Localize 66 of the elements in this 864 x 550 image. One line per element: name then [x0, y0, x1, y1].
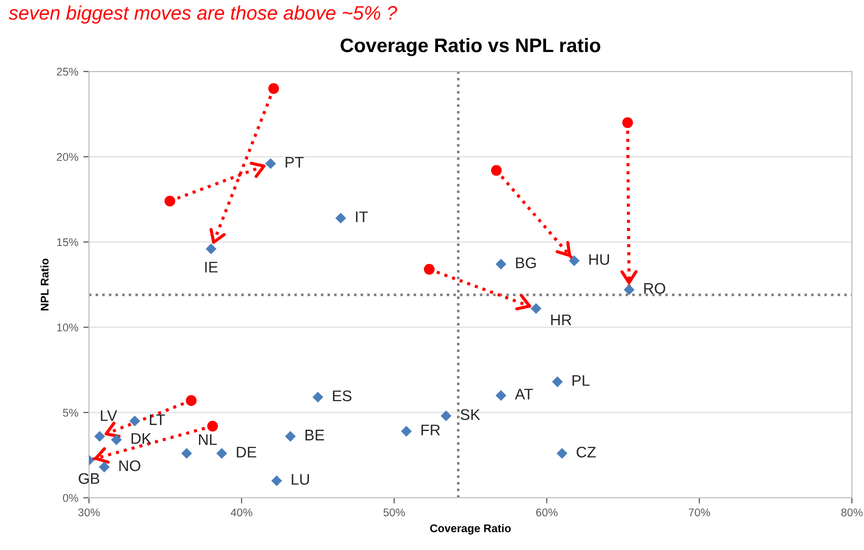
y-tick-label: 25% [56, 68, 78, 76]
annotation: HR [551, 314, 572, 326]
point [568, 255, 580, 266]
annotation: DK [132, 433, 152, 444]
x-tick-label: 40% [230, 508, 252, 516]
y-tick-label: 0% [62, 494, 78, 502]
y-tick-label: 15% [57, 238, 78, 246]
x-tick-label: 70% [688, 508, 710, 516]
annotation: CZ [576, 446, 596, 458]
annotation: NL [199, 434, 217, 445]
point [206, 243, 216, 254]
x-axis-title: Coverage Ratio [430, 524, 511, 534]
annotation: HU [589, 254, 609, 265]
annotation: PT [286, 157, 304, 168]
point [268, 83, 279, 94]
annotation: LU [292, 474, 309, 485]
point [496, 258, 506, 270]
point [186, 395, 197, 406]
x-tick-label: 30% [78, 508, 100, 516]
annotation: NO [119, 460, 140, 472]
annotation: ES [333, 390, 352, 402]
point [207, 420, 218, 432]
point [424, 264, 435, 275]
point [181, 448, 192, 459]
point [312, 392, 324, 403]
chart-title: Coverage Ratio vs NPL ratio [340, 38, 600, 56]
annotation: SK [460, 409, 480, 420]
annotation: DE [236, 446, 256, 458]
annotation: LV [100, 410, 118, 421]
annotation: LT [150, 414, 166, 425]
point [129, 416, 140, 426]
annotation: GB [78, 473, 100, 484]
y-tick-label: 20% [56, 153, 78, 161]
annotation: RO [644, 283, 666, 294]
x-tick-label: 60% [536, 508, 558, 516]
point [271, 475, 282, 486]
point [265, 158, 276, 169]
point [624, 284, 635, 296]
annotation: BG [516, 257, 536, 268]
text: seven biggest moves are those above ~5% ? [8, 6, 398, 24]
point [491, 165, 502, 176]
point [622, 117, 633, 128]
point [285, 430, 296, 442]
annotation: PL [572, 375, 590, 386]
annotation: FR [422, 424, 440, 436]
point [530, 303, 542, 314]
annotation: AT [514, 388, 533, 400]
point [111, 434, 122, 446]
point [98, 462, 110, 472]
point [164, 196, 176, 206]
annotation: BE [306, 430, 324, 440]
point [216, 448, 228, 459]
y-axis-title: NPL Ratio [40, 258, 49, 310]
point [552, 376, 563, 388]
x-tick-label: 50% [383, 508, 405, 516]
annotation: IT [356, 212, 368, 222]
point [556, 448, 568, 459]
point [496, 390, 506, 401]
y-tick-label: 10% [57, 324, 78, 332]
point [335, 212, 346, 224]
y-tick-label: 5% [62, 408, 78, 417]
point [440, 410, 452, 422]
annotation: IE [205, 262, 218, 272]
x-tick-label: 80% [841, 508, 863, 516]
point [94, 430, 106, 442]
point [400, 426, 412, 437]
